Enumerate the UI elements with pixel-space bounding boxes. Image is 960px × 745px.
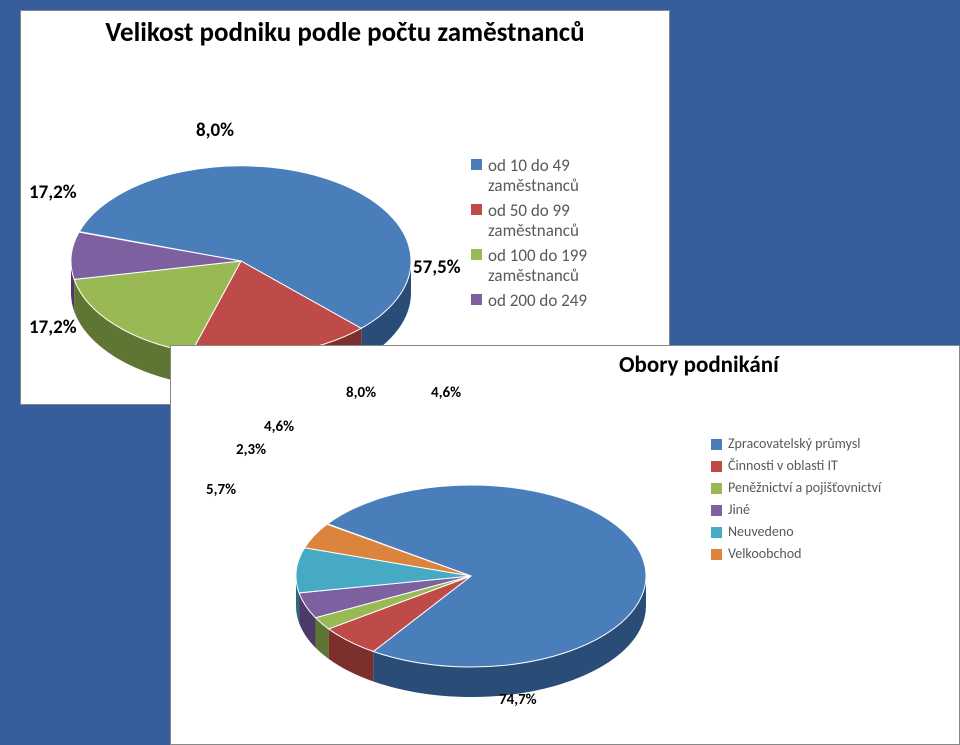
legend-item: Jiné <box>711 502 941 518</box>
pie-data-label: 2,3% <box>236 441 266 459</box>
legend-item: od 100 do 199 zaměstnanců <box>471 246 661 285</box>
legend-item: od 200 do 249 <box>471 291 661 311</box>
legend-item: od 10 do 49 zaměstnanců <box>471 156 661 195</box>
legend-marker <box>471 249 482 260</box>
legend-label: Neuvedeno <box>728 524 794 540</box>
legend-marker <box>711 527 722 538</box>
legend-label: Činnosti v oblasti IT <box>728 458 838 474</box>
legend-label: Jiné <box>728 502 750 518</box>
legend-industries: Zpracovatelský průmysl Činnosti v oblasti… <box>711 436 941 563</box>
pie-data-label: 4,6% <box>264 418 294 436</box>
pie-data-label: 4,6% <box>431 384 461 402</box>
legend-marker <box>711 483 722 494</box>
chart-panel-industries: Obory podnikání 74,7%5,7%2,3%4,6%8,0%4,6… <box>170 345 960 745</box>
legend-item: Zpracovatelský průmysl <box>711 436 941 452</box>
legend-item: Velkoobchod <box>711 546 941 562</box>
legend-marker <box>711 505 722 516</box>
legend-label: od 50 do 99 zaměstnanců <box>488 201 661 240</box>
legend-company-size: od 10 do 49 zaměstnanců od 50 do 99 zaměs… <box>471 156 661 311</box>
legend-item: Peněžnictví a pojišťovnictví <box>711 480 941 496</box>
legend-item: Neuvedeno <box>711 524 941 540</box>
legend-item: od 50 do 99 zaměstnanců <box>471 201 661 240</box>
pie-data-label: 74,7% <box>499 691 537 709</box>
legend-marker <box>471 294 482 305</box>
pie-data-label: 8,0% <box>196 119 234 142</box>
legend-marker <box>711 439 722 450</box>
legend-marker <box>711 549 722 560</box>
legend-label: od 100 do 199 zaměstnanců <box>488 246 661 285</box>
legend-label: Zpracovatelský průmysl <box>728 436 861 452</box>
pie-data-label: 17,2% <box>29 316 77 339</box>
legend-marker <box>711 461 722 472</box>
legend-label: od 200 do 249 <box>488 291 587 311</box>
pie-data-label: 8,0% <box>346 384 376 402</box>
legend-marker <box>471 159 482 170</box>
legend-item: Činnosti v oblasti IT <box>711 458 941 474</box>
legend-label: od 10 do 49 zaměstnanců <box>488 156 661 195</box>
legend-label: Velkoobchod <box>728 546 801 562</box>
pie-data-label: 57,5% <box>413 256 461 279</box>
pie-data-label: 5,7% <box>206 481 236 499</box>
pie-data-label: 17,2% <box>29 181 77 204</box>
legend-marker <box>471 204 482 215</box>
legend-label: Peněžnictví a pojišťovnictví <box>728 480 881 496</box>
